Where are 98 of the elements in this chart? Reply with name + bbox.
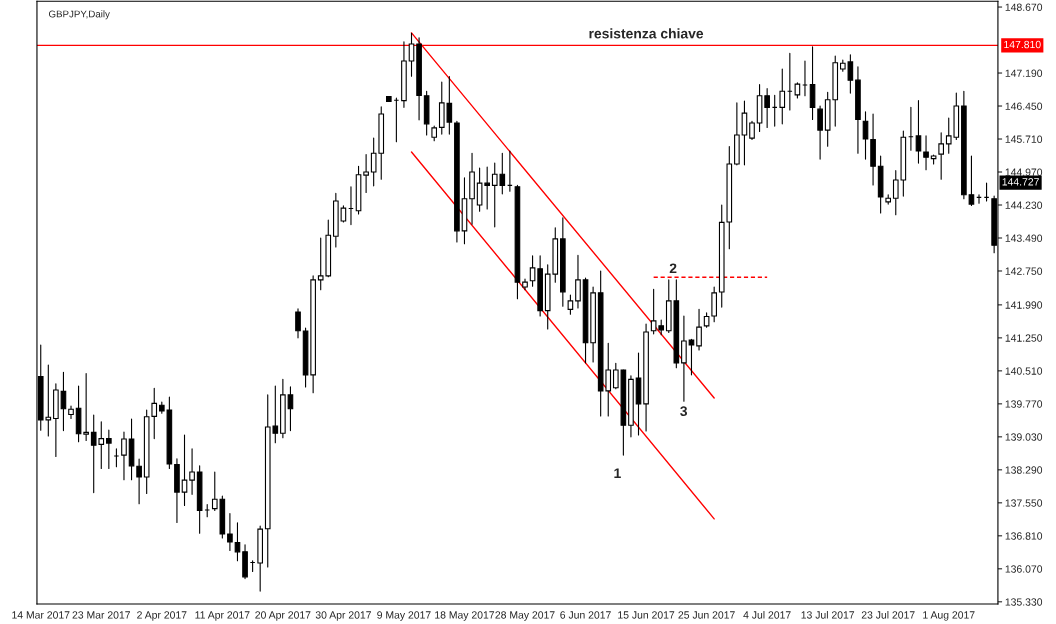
annotation: 2 xyxy=(669,263,677,274)
y-tick-label: 147.190 xyxy=(1005,69,1043,77)
candlestick xyxy=(174,458,180,523)
candlestick xyxy=(401,41,407,108)
candlestick xyxy=(590,286,596,363)
x-tick-label: 18 May 2017 xyxy=(435,611,495,621)
candlestick xyxy=(968,155,975,205)
y-tick-label: 143.490 xyxy=(1005,234,1043,242)
candlestick xyxy=(537,255,543,317)
x-tick-label: 28 May 2017 xyxy=(495,611,555,621)
candlestick xyxy=(242,544,248,580)
x-tick-label: 20 Apr 2017 xyxy=(255,611,311,621)
candlestick xyxy=(461,177,468,245)
candlestick xyxy=(469,152,475,225)
candlestick xyxy=(817,105,823,160)
candlestick xyxy=(696,308,702,351)
candlestick xyxy=(560,217,566,307)
candlestick xyxy=(454,120,460,243)
y-tick-label: 139.030 xyxy=(1005,433,1043,441)
candlestick xyxy=(930,155,937,165)
y-tick-label: 136.810 xyxy=(1005,532,1043,540)
x-tick-label: 23 Mar 2017 xyxy=(72,611,130,619)
candlestick xyxy=(287,386,294,432)
x-tick-label: 9 May 2017 xyxy=(377,611,431,621)
candlestick xyxy=(106,429,112,470)
candlestick xyxy=(280,378,286,439)
x-tick-label: 1 Aug 2017 xyxy=(923,611,975,621)
candlestick xyxy=(756,84,763,132)
y-tick-label: 148.670 xyxy=(1005,3,1043,11)
annotation: 3 xyxy=(680,406,688,417)
x-tick-label: 25 Jun 2017 xyxy=(678,611,735,619)
y-tick-label: 137.550 xyxy=(1005,499,1043,507)
candlestick xyxy=(257,525,264,592)
y-tick-label: 142.750 xyxy=(1005,267,1043,275)
y-tick-label: 141.990 xyxy=(1005,301,1043,309)
candlestick xyxy=(734,102,740,165)
candlestick xyxy=(121,431,127,481)
candlestick xyxy=(779,68,786,125)
candlestick xyxy=(681,315,687,402)
x-tick-label: 15 Jun 2017 xyxy=(618,611,675,619)
x-tick-label: 11 Apr 2017 xyxy=(195,611,250,621)
candlestick xyxy=(643,323,649,432)
x-tick-label: 30 Apr 2017 xyxy=(315,611,371,621)
annotation: resistenza chiave xyxy=(589,28,704,39)
candlestick xyxy=(855,66,861,154)
y-tick-label: 136.070 xyxy=(1005,565,1043,573)
candlestick xyxy=(295,308,301,339)
y-tick-label: 144.230 xyxy=(1005,201,1043,209)
candlestick xyxy=(567,294,574,315)
candlestick xyxy=(227,512,233,552)
text: GBPJPY,Daily xyxy=(48,10,110,20)
candlestick xyxy=(923,135,929,171)
x-tick-label: 6 Jun 2017 xyxy=(560,611,611,619)
candlestick xyxy=(128,418,135,481)
y-tick-label: 145.710 xyxy=(1005,135,1043,143)
candlestick xyxy=(862,111,869,160)
candlestick xyxy=(915,100,922,164)
candlestick xyxy=(416,37,422,121)
x-tick-label: 14 Mar 2017 xyxy=(12,611,70,619)
candlestick xyxy=(196,465,203,534)
candlestick xyxy=(809,46,816,120)
candlestick xyxy=(938,132,944,180)
candlestick xyxy=(136,458,142,505)
y-tick-label: 135.330 xyxy=(1005,598,1043,606)
candlestick xyxy=(181,434,188,507)
y-tick-label: 140.510 xyxy=(1005,367,1043,375)
candlestick xyxy=(53,383,59,458)
candlestick xyxy=(885,194,892,205)
x-tick-label: 23 Jul 2017 xyxy=(861,610,915,619)
candlestick xyxy=(408,32,415,77)
candlestick xyxy=(688,339,695,376)
x-tick-label: 4 Jul 2017 xyxy=(743,610,791,619)
candlestick xyxy=(877,155,884,214)
candlestick xyxy=(575,254,581,309)
y-tick-label: 144.970 xyxy=(1005,168,1043,176)
candlestick xyxy=(764,88,770,128)
candlestick xyxy=(749,120,755,139)
y-tick-label: 138.290 xyxy=(1005,466,1043,474)
candlestick xyxy=(189,448,195,495)
candlestick xyxy=(68,405,74,420)
annotation: 1 xyxy=(614,468,621,479)
candlestick xyxy=(870,113,876,186)
text: 144.727 xyxy=(1002,178,1039,186)
candlestick xyxy=(310,275,316,394)
candlestick xyxy=(961,90,967,200)
x-tick-label: 2 Apr 2017 xyxy=(137,611,187,621)
candlestick xyxy=(234,522,241,562)
y-tick-label: 141.250 xyxy=(1005,334,1043,342)
candlestick xyxy=(529,255,536,287)
candlestick xyxy=(83,372,89,441)
x-tick-label: 13 Jul 2017 xyxy=(801,610,855,619)
candlestick xyxy=(363,154,369,194)
candlestick xyxy=(628,375,634,438)
candlestick xyxy=(522,278,528,291)
ref-line-label: 147.810 xyxy=(1004,40,1041,49)
y-tick-label: 146.450 xyxy=(1005,102,1043,110)
candlestick xyxy=(794,83,801,99)
y-tick-label: 139.770 xyxy=(1005,400,1043,408)
